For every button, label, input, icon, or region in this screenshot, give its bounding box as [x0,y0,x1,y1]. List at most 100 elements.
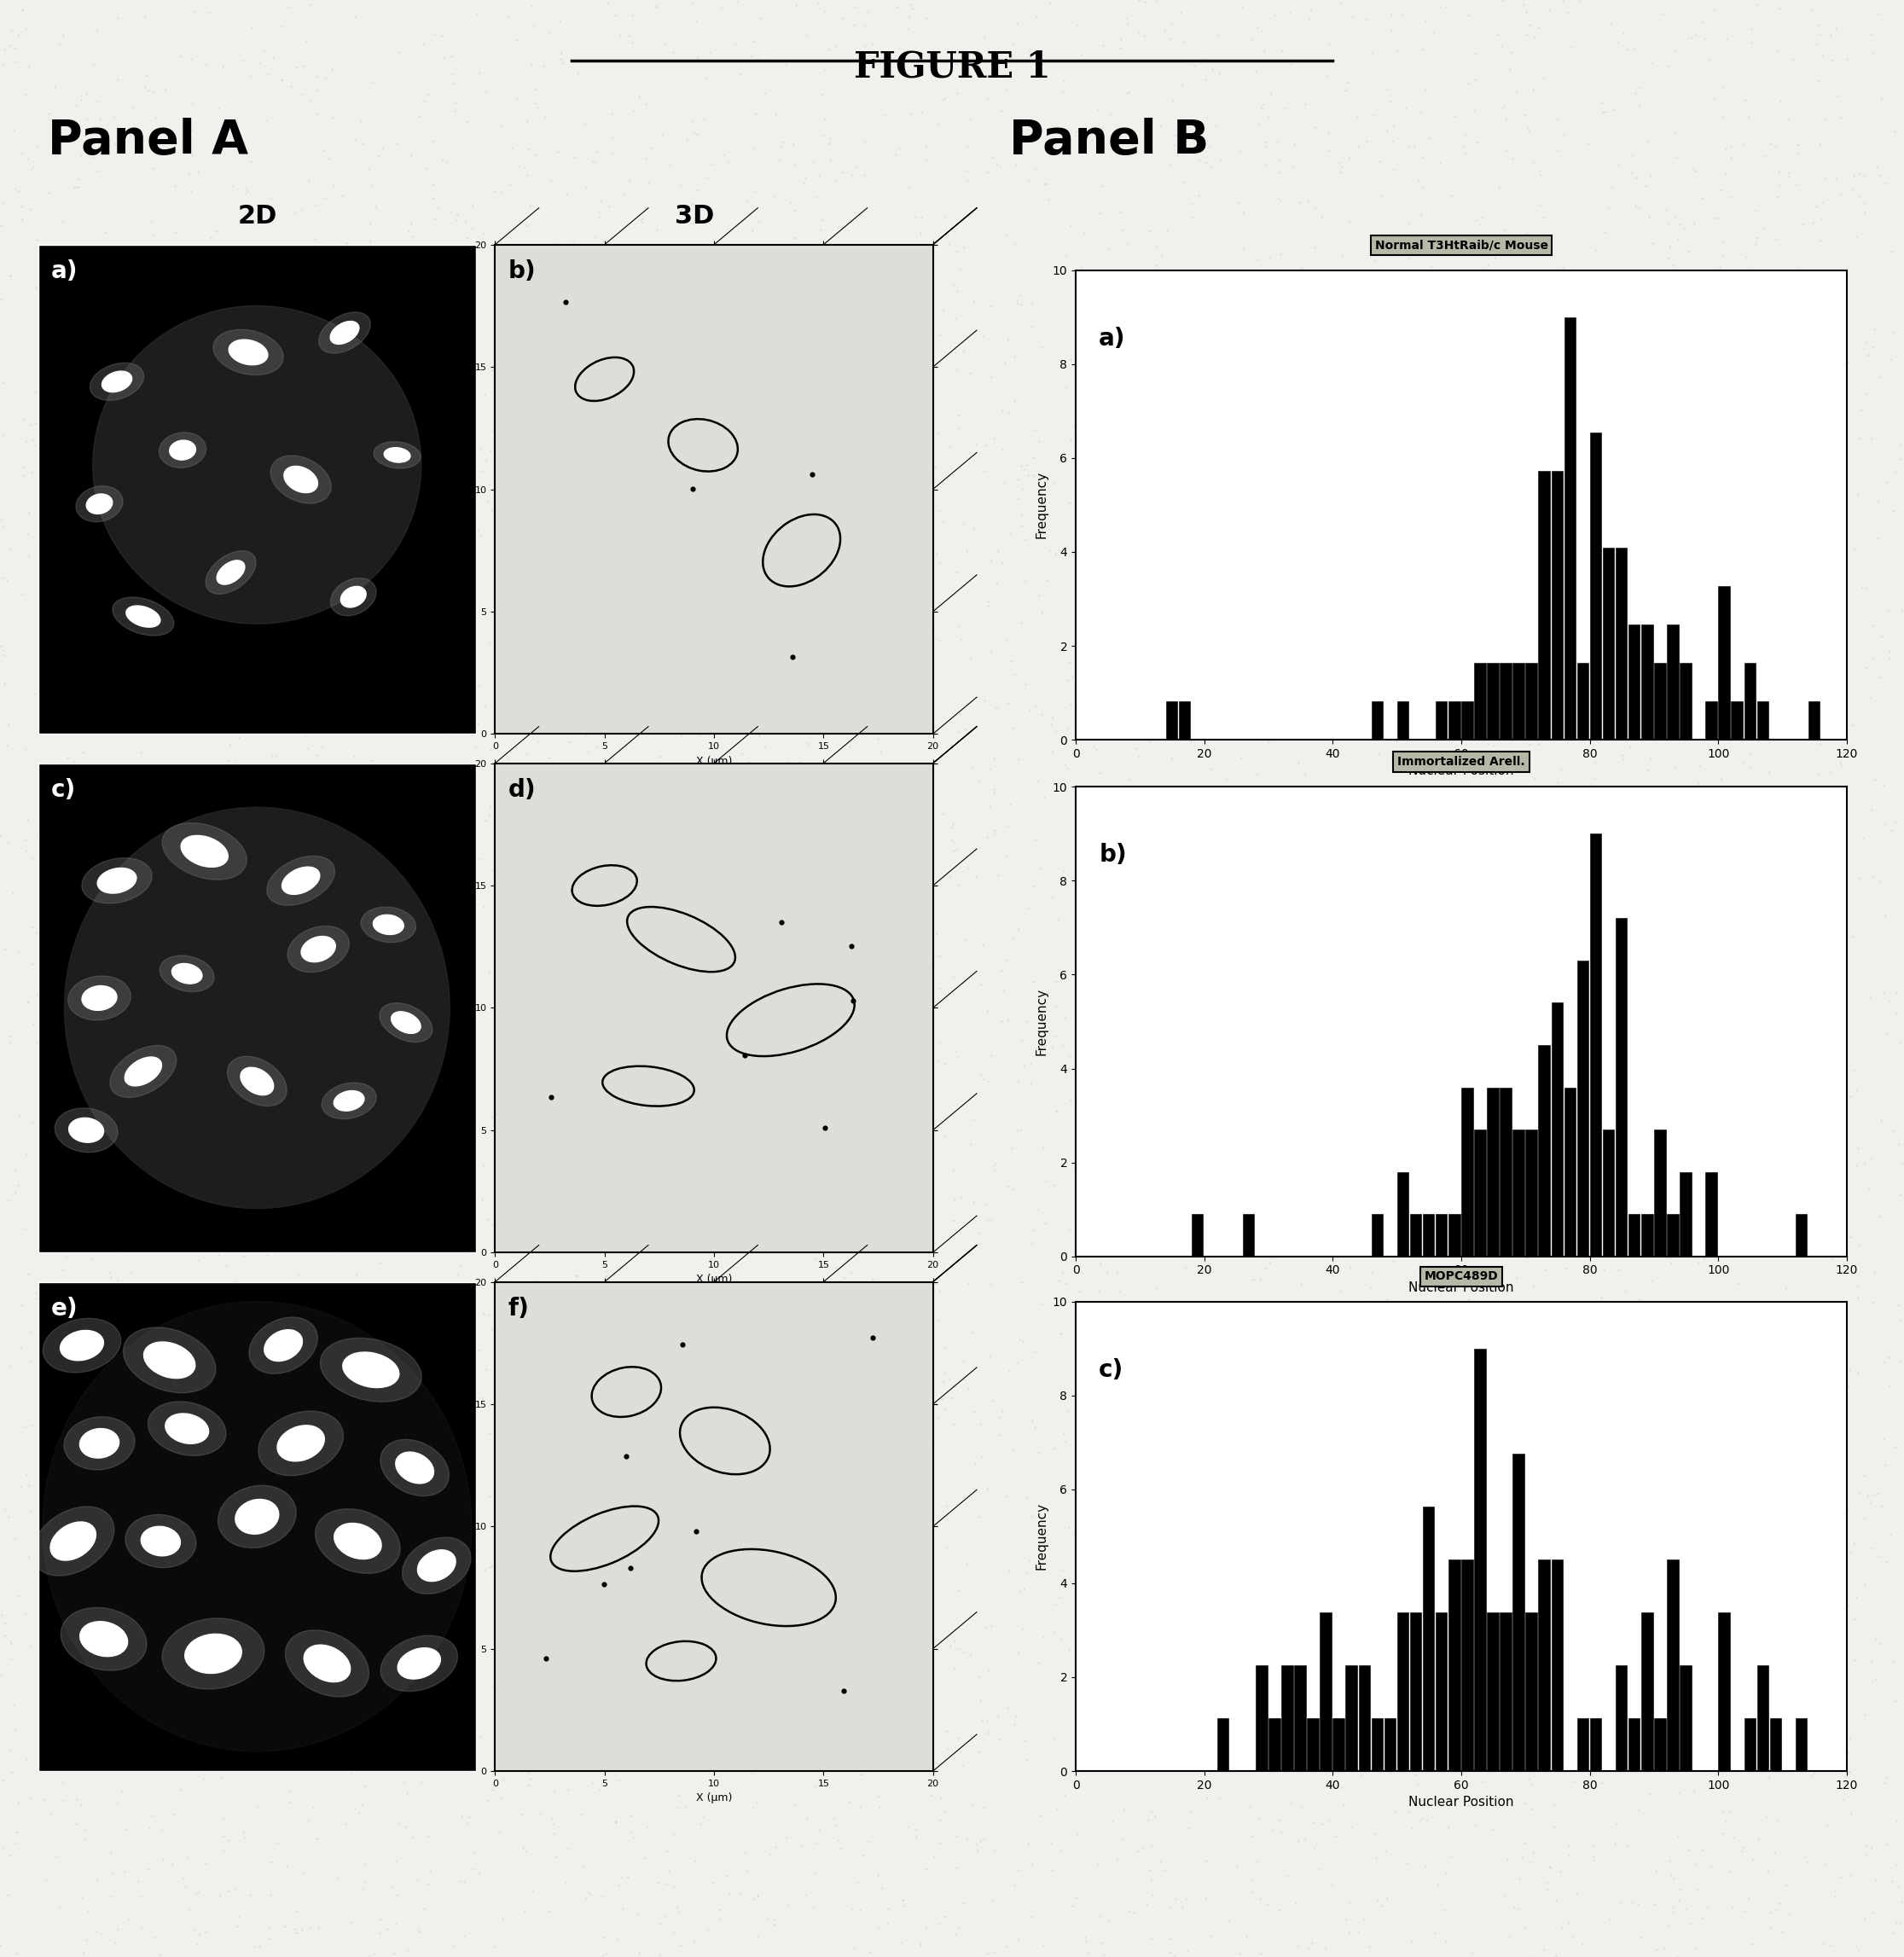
Point [764,145,794,176]
Point [866,417,897,448]
Point [400,284,430,315]
Point [986,546,1017,577]
Point [97,710,128,742]
Point [1083,757,1114,789]
Point [1099,834,1129,865]
Point [1550,1031,1580,1063]
Point [847,1759,878,1791]
Point [15,1630,46,1661]
Point [1335,1252,1365,1284]
Point [592,984,623,1016]
Point [824,750,855,781]
Point [1045,1622,1076,1654]
Point [1076,857,1106,888]
Point [267,1121,297,1153]
Point [1015,1900,1045,1932]
Point [802,1828,832,1859]
Point [1337,1521,1367,1552]
Point [929,1333,960,1364]
Point [916,1292,946,1323]
Point [366,501,396,532]
Point [1066,1200,1097,1231]
Point [605,1296,636,1327]
Point [1719,1638,1750,1669]
Point [446,329,476,360]
Point [609,524,640,556]
Point [1592,1753,1622,1785]
Point [67,1654,97,1685]
Point [1270,1360,1300,1391]
Point [1637,1658,1668,1689]
Point [1717,464,1748,495]
Text: c): c) [51,779,76,802]
Point [625,1125,655,1157]
Point [272,1851,303,1883]
Point [1179,202,1209,233]
Point [1110,554,1140,585]
Point [1605,1887,1636,1918]
Point [762,1703,792,1734]
Point [1864,1628,1894,1660]
Point [129,1131,160,1162]
Point [337,231,367,262]
Point [59,941,89,973]
Point [516,0,546,22]
Point [1361,1031,1392,1063]
Point [1519,147,1550,178]
Point [1792,1732,1822,1763]
Point [802,1683,832,1714]
Point [1750,141,1780,172]
Point [1129,0,1160,18]
Point [131,1231,162,1262]
Point [0,114,29,145]
Point [602,364,632,395]
Point [217,274,248,305]
Point [32,1008,63,1039]
Point [710,483,741,515]
Point [914,495,944,526]
Point [1748,1669,1778,1701]
Point [1447,280,1478,311]
Point [1660,202,1691,233]
Point [1101,1843,1131,1875]
Point [565,489,596,521]
Point [752,403,783,434]
Point [1660,35,1691,67]
Ellipse shape [213,329,284,376]
Point [131,1190,162,1221]
Point [1167,1890,1198,1922]
Point [1318,902,1348,933]
Point [381,1908,411,1939]
Point [982,1701,1013,1732]
Point [857,1229,887,1260]
Point [1085,1249,1116,1280]
Point [678,106,708,137]
Point [1106,1513,1137,1544]
Point [577,667,607,699]
Point [1380,432,1411,464]
Point [539,362,569,393]
Point [1674,22,1704,53]
Point [1154,499,1184,530]
Point [40,1411,70,1442]
Point [552,178,583,209]
Point [906,832,937,863]
Point [1645,581,1676,613]
Point [396,699,426,730]
Point [1769,564,1799,595]
Point [941,337,971,368]
Bar [1268,1718,1279,1771]
Point [457,1082,487,1114]
Point [1548,524,1578,556]
Point [883,597,914,628]
Point [756,321,786,352]
Point [1049,855,1080,887]
Point [916,1509,946,1540]
Point [1407,1272,1438,1303]
Point [347,1789,377,1820]
Bar [1628,1213,1639,1256]
Point [1325,1233,1356,1264]
Point [893,1693,923,1724]
Point [1556,31,1586,63]
Point [1198,1080,1228,1112]
